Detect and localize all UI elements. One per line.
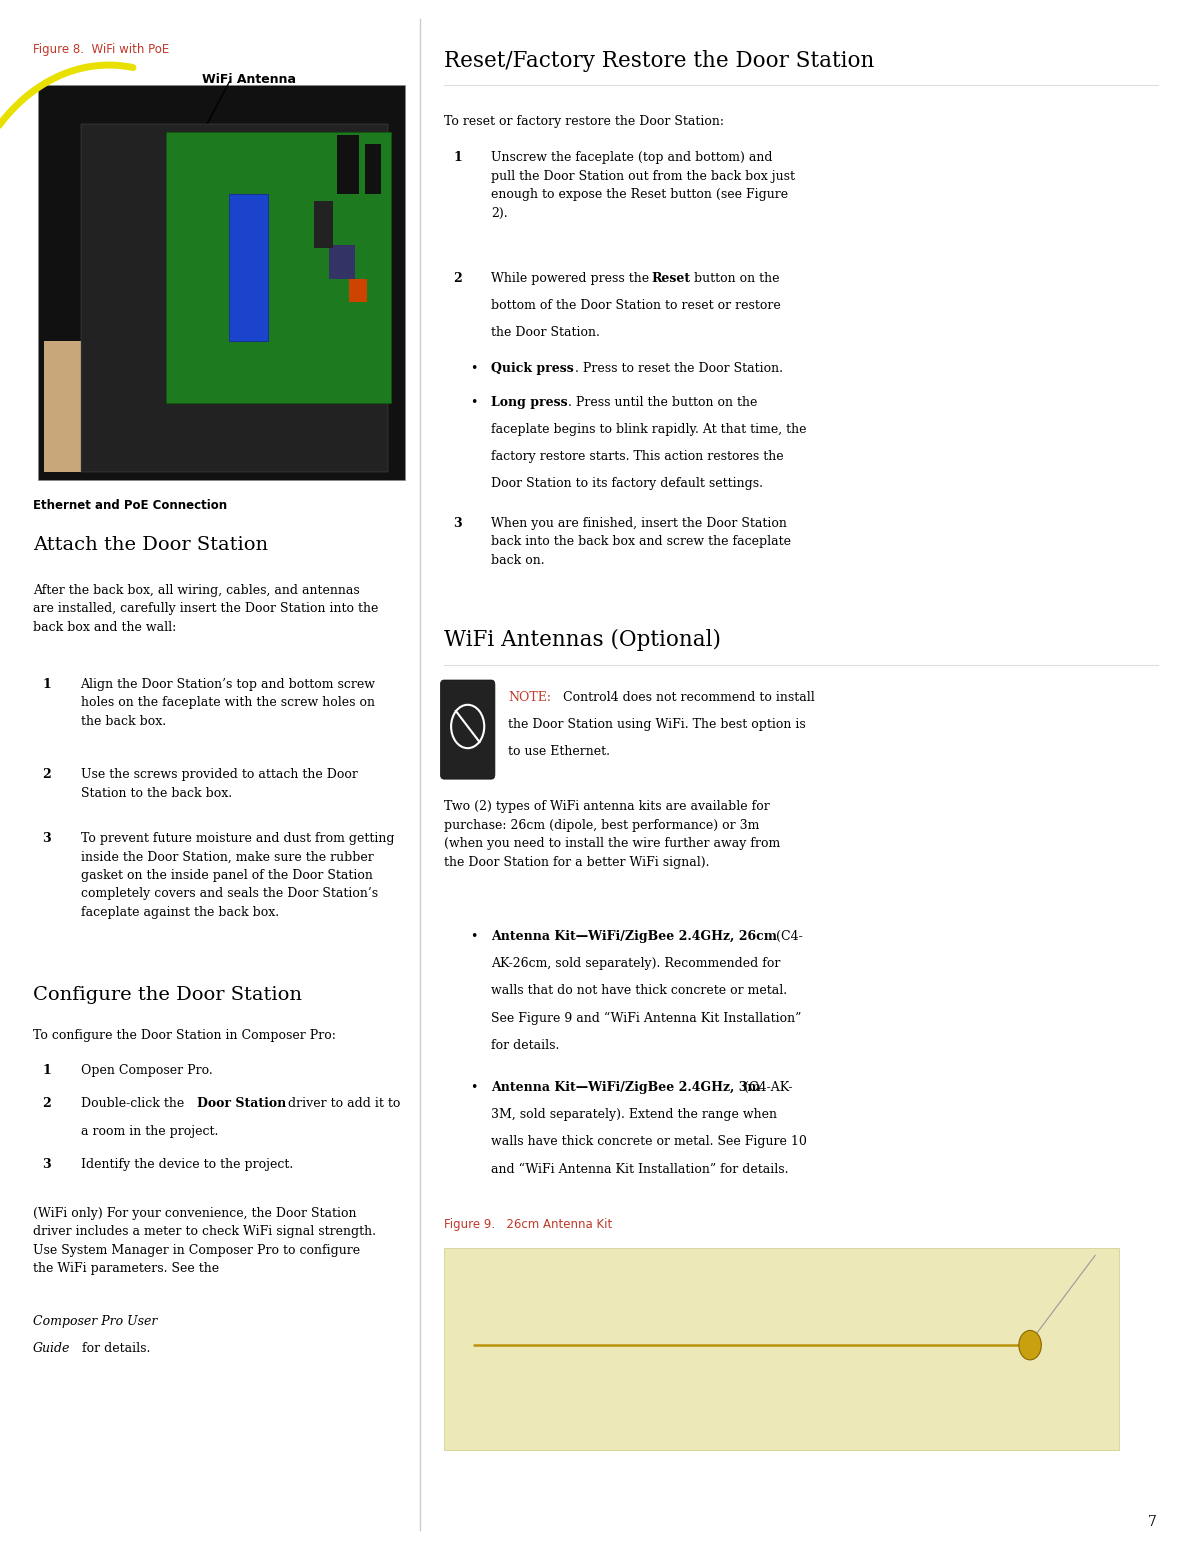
Text: a room in the project.: a room in the project. bbox=[81, 1125, 218, 1137]
Text: walls have thick concrete or metal. See Figure 10: walls have thick concrete or metal. See … bbox=[491, 1135, 807, 1148]
Text: To prevent future moisture and dust from getting
inside the Door Station, make s: To prevent future moisture and dust from… bbox=[81, 832, 394, 919]
Text: Identify the device to the project.: Identify the device to the project. bbox=[81, 1159, 292, 1171]
Text: 1: 1 bbox=[453, 152, 462, 164]
Text: 2: 2 bbox=[43, 768, 51, 781]
Text: Quick press: Quick press bbox=[491, 362, 574, 375]
Text: Antenna Kit—WiFi/ZigBee 2.4GHz, 26cm: Antenna Kit—WiFi/ZigBee 2.4GHz, 26cm bbox=[491, 929, 778, 943]
Circle shape bbox=[1018, 1331, 1042, 1360]
Bar bbox=[444, 1248, 1119, 1450]
Text: •: • bbox=[470, 929, 477, 943]
Text: the Door Station.: the Door Station. bbox=[491, 327, 600, 339]
Bar bbox=[81, 124, 388, 472]
Text: Use the screws provided to attach the Door
Station to the back box.: Use the screws provided to attach the Do… bbox=[81, 768, 358, 799]
Text: 1: 1 bbox=[43, 678, 51, 691]
Text: Configure the Door Station: Configure the Door Station bbox=[33, 987, 302, 1004]
Text: 3: 3 bbox=[43, 832, 51, 844]
Text: 3: 3 bbox=[43, 1159, 51, 1171]
Text: . Press until the button on the: . Press until the button on the bbox=[568, 395, 758, 409]
Text: To configure the Door Station in Composer Pro:: To configure the Door Station in Compose… bbox=[33, 1029, 336, 1042]
Bar bbox=[314, 201, 333, 248]
Text: WiFi Antenna: WiFi Antenna bbox=[201, 73, 296, 85]
Text: While powered press the: While powered press the bbox=[491, 273, 654, 285]
Bar bbox=[329, 245, 355, 279]
Bar bbox=[337, 135, 359, 194]
Text: for details.: for details. bbox=[491, 1038, 560, 1052]
Text: button on the: button on the bbox=[690, 273, 780, 285]
Text: Figure 8.  WiFi with PoE: Figure 8. WiFi with PoE bbox=[33, 43, 169, 56]
Text: . Press to reset the Door Station.: . Press to reset the Door Station. bbox=[575, 362, 784, 375]
Text: Ethernet and PoE Connection: Ethernet and PoE Connection bbox=[33, 499, 227, 511]
Bar bbox=[229, 194, 268, 341]
Text: Control4 does not recommend to install: Control4 does not recommend to install bbox=[559, 691, 815, 703]
Text: To reset or factory restore the Door Station:: To reset or factory restore the Door Sta… bbox=[444, 115, 723, 127]
Bar bbox=[349, 279, 367, 302]
Text: When you are finished, insert the Door Station
back into the back box and screw : When you are finished, insert the Door S… bbox=[491, 516, 791, 567]
Text: driver to add it to: driver to add it to bbox=[284, 1098, 400, 1111]
Text: (C4-AK-: (C4-AK- bbox=[740, 1081, 792, 1094]
Text: bottom of the Door Station to reset or restore: bottom of the Door Station to reset or r… bbox=[491, 299, 781, 311]
Text: 7: 7 bbox=[1148, 1515, 1157, 1529]
Text: Open Composer Pro.: Open Composer Pro. bbox=[81, 1064, 212, 1077]
Text: WiFi Antennas (Optional): WiFi Antennas (Optional) bbox=[444, 629, 721, 651]
Text: 2: 2 bbox=[453, 273, 462, 285]
Text: Reset/Factory Restore the Door Station: Reset/Factory Restore the Door Station bbox=[444, 50, 874, 71]
FancyBboxPatch shape bbox=[440, 680, 495, 779]
Text: 3M, sold separately). Extend the range when: 3M, sold separately). Extend the range w… bbox=[491, 1108, 778, 1121]
Text: Double-click the: Double-click the bbox=[81, 1098, 188, 1111]
Text: to use Ethernet.: to use Ethernet. bbox=[508, 745, 610, 757]
Text: Align the Door Station’s top and bottom screw
holes on the faceplate with the sc: Align the Door Station’s top and bottom … bbox=[81, 678, 375, 728]
Text: •: • bbox=[470, 1081, 477, 1094]
Text: Composer Pro User: Composer Pro User bbox=[33, 1315, 157, 1327]
Text: Reset: Reset bbox=[651, 273, 690, 285]
Text: AK-26cm, sold separately). Recommended for: AK-26cm, sold separately). Recommended f… bbox=[491, 957, 780, 970]
Text: Two (2) types of WiFi antenna kits are available for
purchase: 26cm (dipole, bes: Two (2) types of WiFi antenna kits are a… bbox=[444, 799, 780, 869]
Text: the Door Station using WiFi. The best option is: the Door Station using WiFi. The best op… bbox=[508, 717, 805, 731]
Text: 2: 2 bbox=[43, 1098, 51, 1111]
Bar bbox=[166, 132, 391, 403]
Text: See Figure 9 and “WiFi Antenna Kit Installation”: See Figure 9 and “WiFi Antenna Kit Insta… bbox=[491, 1011, 802, 1025]
Text: Door Station: Door Station bbox=[197, 1098, 285, 1111]
Text: 3: 3 bbox=[453, 516, 462, 530]
Text: Door Station to its factory default settings.: Door Station to its factory default sett… bbox=[491, 477, 764, 489]
Text: •: • bbox=[470, 395, 477, 409]
Text: Long press: Long press bbox=[491, 395, 568, 409]
Text: After the back box, all wiring, cables, and antennas
are installed, carefully in: After the back box, all wiring, cables, … bbox=[33, 584, 379, 634]
Text: faceplate begins to blink rapidly. At that time, the: faceplate begins to blink rapidly. At th… bbox=[491, 423, 806, 435]
Text: (WiFi only) For your convenience, the Door Station
driver includes a meter to ch: (WiFi only) For your convenience, the Do… bbox=[33, 1207, 377, 1275]
Bar bbox=[44, 341, 198, 472]
Text: Guide: Guide bbox=[33, 1341, 71, 1355]
Text: •: • bbox=[470, 362, 477, 375]
Text: NOTE:: NOTE: bbox=[508, 691, 551, 703]
Text: for details.: for details. bbox=[78, 1341, 150, 1355]
Text: Unscrew the faceplate (top and bottom) and
pull the Door Station out from the ba: Unscrew the faceplate (top and bottom) a… bbox=[491, 152, 796, 220]
Text: Attach the Door Station: Attach the Door Station bbox=[33, 536, 269, 555]
Text: factory restore starts. This action restores the: factory restore starts. This action rest… bbox=[491, 449, 784, 463]
Bar bbox=[365, 144, 381, 194]
Text: Antenna Kit—WiFi/ZigBee 2.4GHz, 3m: Antenna Kit—WiFi/ZigBee 2.4GHz, 3m bbox=[491, 1081, 761, 1094]
Text: walls that do not have thick concrete or metal.: walls that do not have thick concrete or… bbox=[491, 984, 787, 998]
Text: (C4-: (C4- bbox=[772, 929, 803, 943]
Bar bbox=[38, 85, 405, 480]
Text: Figure 9.   26cm Antenna Kit: Figure 9. 26cm Antenna Kit bbox=[444, 1218, 612, 1230]
Text: and “WiFi Antenna Kit Installation” for details.: and “WiFi Antenna Kit Installation” for … bbox=[491, 1162, 789, 1176]
Text: 1: 1 bbox=[43, 1064, 51, 1077]
